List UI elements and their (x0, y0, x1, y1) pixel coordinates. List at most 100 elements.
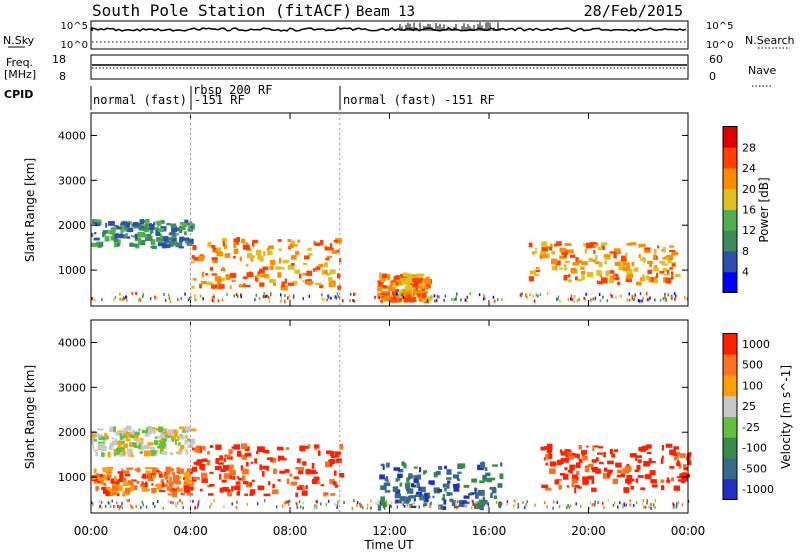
echo-cell (672, 502, 674, 506)
echo-cell (142, 292, 145, 296)
echo-cell (457, 478, 461, 482)
echo-cell (169, 300, 171, 303)
echo-cell (277, 455, 285, 460)
echo-cell (290, 240, 296, 247)
echo-cell (270, 259, 276, 265)
echo-cell (331, 250, 338, 254)
echo-cell (648, 458, 652, 464)
echo-cell (660, 458, 664, 464)
echo-cell (179, 236, 185, 241)
echo-cell (286, 500, 288, 504)
echo-cell (176, 228, 180, 232)
echo-cell (227, 464, 234, 470)
freq-tick-high: 18 (52, 53, 66, 66)
echo-cell (418, 486, 422, 489)
echo-cell (377, 292, 382, 299)
echo-cell (199, 284, 202, 289)
echo-cell (135, 504, 137, 508)
echo-cell (407, 488, 414, 494)
echo-cell (220, 468, 226, 472)
echo-cell (306, 281, 314, 285)
echo-cell (613, 501, 616, 505)
echo-cell (209, 505, 211, 509)
echo-cell (403, 296, 408, 303)
nsearch-label: N.Search (745, 34, 795, 47)
echo-cell (238, 477, 243, 481)
echo-cell (171, 437, 175, 442)
echo-cell (299, 445, 306, 452)
echo-cell (290, 481, 298, 486)
echo-cell (299, 505, 302, 509)
echo-cell (411, 296, 417, 303)
echo-cell (633, 267, 639, 272)
echo-cell (190, 295, 192, 299)
echo-cell (651, 484, 658, 488)
echo-cell (177, 442, 181, 446)
echo-cell (97, 428, 104, 431)
echo-cell (296, 506, 299, 509)
echo-cell (222, 241, 225, 247)
echo-cell (171, 234, 177, 238)
echo-cell (159, 490, 166, 493)
echo-cell (421, 494, 424, 498)
echo-cell (167, 429, 174, 436)
echo-cell (587, 463, 594, 467)
echo-cell (544, 501, 546, 505)
echo-cell (423, 283, 431, 289)
power-ylabel: Slant Range [km] (23, 158, 37, 262)
echo-cell (118, 506, 120, 510)
echo-cell (100, 479, 104, 483)
echo-cell (170, 223, 177, 228)
echo-cell (94, 221, 98, 225)
echo-cell (438, 504, 443, 510)
echo-cell (114, 296, 117, 299)
echo-cell (478, 505, 484, 510)
echo-cell (177, 501, 179, 505)
echo-cell (236, 500, 238, 504)
echo-cell (646, 292, 648, 295)
echo-cell (444, 294, 447, 298)
echo-cell (134, 445, 141, 449)
echo-cell (428, 480, 435, 485)
xtick-label: 00:00 (74, 524, 109, 538)
colorbar-frame (722, 126, 738, 293)
echo-cell (563, 274, 568, 281)
echo-cell (287, 282, 294, 286)
echo-cell (663, 277, 668, 283)
echo-cell (594, 500, 596, 504)
echo-cell (611, 453, 615, 458)
echo-cell (182, 506, 184, 510)
echo-cell (476, 501, 478, 505)
echo-cell (563, 264, 567, 267)
echo-cell (126, 482, 132, 486)
echo-cell (231, 279, 236, 282)
echo-cell (390, 297, 396, 301)
echo-cell (585, 480, 590, 483)
echo-cell (139, 219, 145, 225)
echo-cell (210, 266, 213, 271)
echo-cell (178, 435, 185, 440)
echo-cell (93, 219, 100, 224)
echo-cell (241, 238, 246, 244)
ytick-label: 2000 (58, 426, 86, 439)
echo-cell (150, 245, 155, 249)
echo-cell (236, 452, 242, 457)
echo-cell (191, 447, 196, 451)
echo-cell (594, 445, 599, 448)
echo-cell (242, 481, 249, 485)
echo-cell (617, 281, 621, 285)
echo-cell (353, 499, 355, 503)
echo-cell (395, 499, 399, 504)
echo-cell (122, 477, 127, 481)
echo-cell (378, 296, 380, 300)
echo-cell (144, 433, 150, 437)
echo-cell (308, 294, 311, 298)
nsearch-tick-high: 10^5 (706, 21, 733, 32)
echo-cell (255, 249, 262, 256)
echo-cell (289, 243, 294, 249)
colorbar-swatch (723, 333, 737, 355)
echo-cell (221, 298, 224, 302)
echo-cell (207, 451, 210, 455)
echo-cell (449, 498, 454, 502)
echo-cell (121, 506, 124, 510)
